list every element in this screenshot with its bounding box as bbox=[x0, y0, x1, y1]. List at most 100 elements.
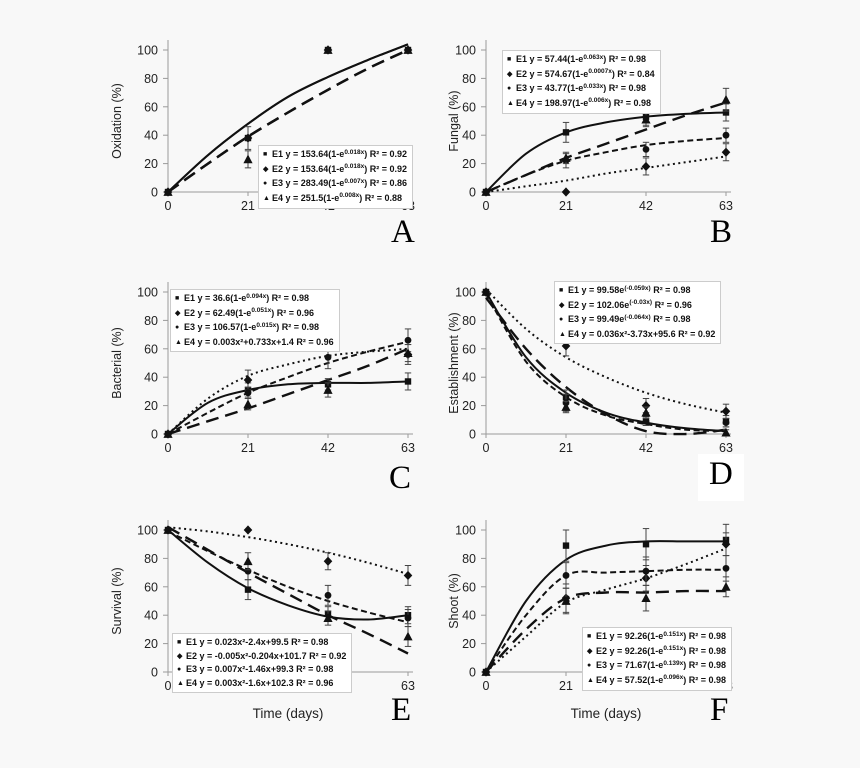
panel-shoot-xlabel: Time (days) bbox=[570, 706, 642, 721]
diamond-marker-icon: ◆ bbox=[175, 309, 181, 317]
legend-entry-E4: ▲ E4 y = 0.003x²+0.733x+1.4 R² = 0.96 bbox=[175, 336, 334, 350]
y-tick-label: 20 bbox=[462, 637, 476, 651]
legend-exponent: 0.051x bbox=[251, 307, 272, 314]
x-tick-label: 42 bbox=[639, 441, 653, 455]
triangle-marker-icon bbox=[481, 287, 491, 296]
circle-marker-icon bbox=[244, 389, 252, 397]
legend-entry-E4: ▲ E4 y = 251.5(1-e0.008x) R² = 0.88 bbox=[263, 192, 407, 207]
trend-E3 bbox=[485, 137, 727, 193]
trend-E3 bbox=[167, 530, 409, 624]
legend-equation: E2 y = -0.005x²-0.204x+101.7 R² = 0.92 bbox=[186, 650, 347, 661]
circle-marker-icon bbox=[404, 614, 412, 622]
square-marker-icon bbox=[244, 586, 252, 593]
trend-E4 bbox=[167, 48, 409, 193]
legend-equation-tail: R² = 0.96 bbox=[652, 299, 692, 310]
legend-exponent: 0.018x bbox=[344, 148, 365, 156]
legend-equation-tail: ) R² = 0.86 bbox=[364, 178, 407, 188]
triangle-marker-icon bbox=[721, 427, 731, 437]
triangle-marker-icon: ▲ bbox=[587, 676, 594, 684]
trend-E2 bbox=[167, 526, 409, 575]
legend-exponent: 0.007x bbox=[344, 177, 365, 185]
triangle-marker-icon bbox=[641, 114, 651, 124]
legend-exponent: 0.006x bbox=[588, 97, 609, 104]
legend-equation-tail: ) R² = 0.98 bbox=[603, 83, 646, 93]
legend-equation-tail: ) R² = 0.96 bbox=[271, 307, 314, 318]
legend-equation: E1 y = 153.64(1-e bbox=[272, 149, 345, 159]
x-tick-label: 21 bbox=[559, 441, 573, 455]
circle-marker-icon: ● bbox=[587, 662, 592, 669]
circle-marker-icon bbox=[642, 567, 650, 575]
trend-E3 bbox=[167, 340, 409, 435]
diamond-marker-icon: ◆ bbox=[177, 652, 183, 660]
legend-equation-tail: ) R² = 0.98 bbox=[683, 645, 726, 656]
diamond-marker-icon: ◆ bbox=[507, 70, 513, 78]
legend-equation-tail: ) R² = 0.98 bbox=[683, 674, 726, 685]
panel-letter-a: A bbox=[391, 214, 415, 250]
legend-exponent: 0.033x bbox=[583, 82, 604, 90]
legend-equation: E4 y = 0.036x²-3.73x+95.6 R² = 0.92 bbox=[568, 328, 716, 339]
x-tick-label: 42 bbox=[639, 199, 653, 213]
diamond-marker-icon: ◆ bbox=[263, 165, 269, 173]
square-marker-icon: ■ bbox=[587, 633, 592, 640]
triangle-marker-icon bbox=[561, 596, 571, 605]
square-marker-icon bbox=[642, 541, 650, 548]
series-E4 bbox=[481, 87, 731, 196]
legend-entry-E1: ■ E1 y = 57.44(1-e0.063x) R² = 0.98 bbox=[507, 53, 655, 68]
y-tick-label: 0 bbox=[469, 186, 476, 200]
trend-E2 bbox=[167, 347, 409, 435]
panel-bacterial-legend: ■ E1 y = 36.6(1-e0.094x) R² = 0.98 ◆ E2 y =… bbox=[170, 289, 340, 352]
triangle-marker-icon bbox=[163, 525, 173, 534]
legend-exponent: 0.151x bbox=[663, 630, 684, 638]
y-tick-label: 20 bbox=[462, 157, 476, 171]
triangle-marker-icon bbox=[721, 582, 731, 591]
diamond-marker-icon: ◆ bbox=[559, 301, 565, 309]
x-tick-label: 21 bbox=[559, 679, 573, 693]
legend-equation-tail: R² = 0.98 bbox=[650, 285, 691, 295]
legend-equation: E2 y = 62.49(1-e bbox=[184, 307, 252, 318]
legend-equation-tail: ) R² = 0.98 bbox=[683, 660, 726, 670]
series-E1 bbox=[164, 526, 412, 625]
trend-E1 bbox=[167, 529, 409, 621]
diamond-marker-icon bbox=[721, 147, 731, 157]
triangle-marker-icon bbox=[481, 187, 491, 196]
legend-exponent: 0.096x bbox=[663, 674, 684, 681]
legend-entry-E3: ● E3 y = 283.49(1-e0.007x) R² = 0.86 bbox=[263, 177, 407, 192]
y-tick-label: 60 bbox=[462, 342, 476, 356]
diamond-marker-icon bbox=[561, 187, 571, 197]
triangle-marker-icon: ▲ bbox=[507, 99, 514, 107]
legend-exponent: 0.151x bbox=[663, 645, 684, 652]
diamond-marker-icon bbox=[721, 406, 731, 416]
panel-fungal-legend: ■ E1 y = 57.44(1-e0.063x) R² = 0.98 ◆ E2 y … bbox=[502, 50, 661, 114]
x-tick-label: 0 bbox=[165, 441, 172, 455]
panel-fungal-ylabel: Fungal (%) bbox=[447, 90, 461, 152]
square-marker-icon: ■ bbox=[559, 287, 564, 294]
series-E4 bbox=[163, 45, 413, 196]
x-tick-label: 21 bbox=[559, 199, 573, 213]
legend-equation-tail: ) R² = 0.98 bbox=[608, 97, 651, 108]
x-tick-label: 21 bbox=[241, 441, 255, 455]
legend-entry-E2: ◆ E2 y = 62.49(1-e0.051x) R² = 0.96 bbox=[175, 307, 334, 322]
triangle-marker-icon bbox=[243, 556, 253, 566]
panel-establishment-ylabel: Establishment (%) bbox=[447, 312, 461, 414]
y-tick-label: 80 bbox=[462, 552, 476, 566]
trend-E2 bbox=[167, 43, 409, 193]
legend-entry-E3: ● E3 y = 106.57(1-e0.015x) R² = 0.98 bbox=[175, 321, 334, 336]
triangle-marker-icon bbox=[641, 407, 651, 417]
legend-entry-E4: ▲ E4 y = 57.52(1-e0.096x) R² = 0.98 bbox=[587, 674, 726, 689]
y-tick-label: 100 bbox=[455, 524, 476, 538]
series-E1 bbox=[482, 103, 730, 196]
legend-equation: E2 y = 574.67(1-e bbox=[516, 68, 589, 79]
square-marker-icon bbox=[404, 378, 412, 385]
legend-exponent: (-0.059x) bbox=[624, 284, 651, 292]
triangle-marker-icon bbox=[243, 399, 253, 409]
diamond-marker-icon bbox=[243, 525, 253, 535]
legend-equation: E1 y = 0.023x²-2.4x+99.5 R² = 0.98 bbox=[186, 637, 329, 647]
trend-E1 bbox=[485, 291, 727, 433]
circle-marker-icon bbox=[722, 419, 730, 427]
panel-letter-f: F bbox=[710, 692, 729, 728]
legend-entry-E1: ■ E1 y = 153.64(1-e0.018x) R² = 0.92 bbox=[263, 148, 407, 163]
circle-marker-icon: ● bbox=[177, 666, 182, 673]
circle-marker-icon: ● bbox=[559, 316, 564, 323]
legend-equation-tail: ) R² = 0.84 bbox=[611, 68, 655, 79]
